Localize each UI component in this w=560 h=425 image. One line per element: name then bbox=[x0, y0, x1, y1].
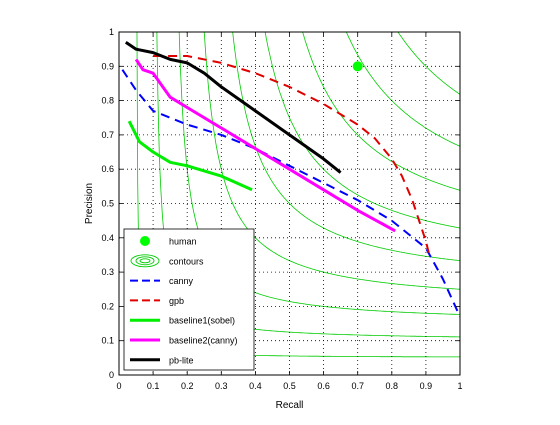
legend-gpb-label: gpb bbox=[169, 296, 184, 306]
y-tick-label: 0.4 bbox=[101, 233, 114, 243]
y-axis-label: Precision bbox=[84, 183, 95, 224]
legend-pb-lite-label: pb-lite bbox=[169, 355, 194, 365]
legend-baseline1-sobel--label: baseline1(sobel) bbox=[169, 316, 235, 326]
x-tick-label: 0.4 bbox=[249, 381, 262, 391]
x-tick-label: 1 bbox=[457, 381, 462, 391]
contour-f-0-5 bbox=[232, 32, 460, 262]
series-human-marker bbox=[352, 61, 363, 72]
legend-human-swatch bbox=[140, 236, 150, 246]
x-tick-label: 0.1 bbox=[147, 381, 160, 391]
y-tick-label: 1 bbox=[109, 27, 114, 37]
x-tick-label: 0.2 bbox=[181, 381, 194, 391]
y-tick-label: 0.7 bbox=[101, 130, 114, 140]
contour-f-0-9 bbox=[397, 32, 460, 95]
y-tick-label: 0.3 bbox=[101, 267, 114, 277]
y-tick-label: 0.9 bbox=[101, 61, 114, 71]
legend: human contours canny gpb baseline1(sobel) bas… bbox=[123, 228, 255, 371]
series-pb-lite-line bbox=[124, 41, 342, 174]
x-tick-label: 0.8 bbox=[386, 381, 399, 391]
series-canny-line bbox=[121, 69, 460, 318]
legend-canny-label: canny bbox=[169, 276, 194, 286]
x-tick-label: 0.6 bbox=[317, 381, 330, 391]
x-tick-label: 0.7 bbox=[351, 381, 364, 391]
y-tick-label: 0 bbox=[109, 370, 114, 380]
tick-layer: 0 0.1 0.2 0.3 0.4 0.5 0.6 0.7 0.8 0.9 1 0 0.1 0.2 0.3 0… bbox=[101, 27, 462, 391]
series-baseline2-canny--line bbox=[134, 58, 396, 233]
x-tick-label: 0.9 bbox=[420, 381, 433, 391]
x-axis-label: Recall bbox=[276, 400, 304, 411]
y-tick-label: 0.5 bbox=[101, 199, 114, 209]
series-layer bbox=[121, 41, 460, 318]
contour-f-0-6 bbox=[264, 32, 460, 229]
legend-contours-swatch bbox=[130, 254, 160, 268]
y-tick-label: 0.6 bbox=[101, 164, 114, 174]
y-tick-label: 0.1 bbox=[101, 336, 114, 346]
contour-f-0-7 bbox=[302, 32, 460, 191]
series-gpb-line bbox=[153, 55, 431, 256]
legend-contours-swatch bbox=[135, 256, 155, 266]
y-tick-label: 0.8 bbox=[101, 96, 114, 106]
x-tick-label: 0 bbox=[116, 381, 121, 391]
contour-f-0-8 bbox=[345, 32, 460, 147]
x-tick-label: 0.3 bbox=[215, 381, 228, 391]
y-tick-label: 0.2 bbox=[101, 301, 114, 311]
legend-human-label: human bbox=[169, 237, 197, 247]
series-baseline1-sobel--line bbox=[127, 120, 253, 192]
x-tick-label: 0.5 bbox=[283, 381, 296, 391]
legend-contours-swatch bbox=[139, 258, 151, 264]
legend-contours-label: contours bbox=[169, 256, 204, 266]
legend-baseline2-canny--label: baseline2(canny) bbox=[169, 336, 238, 346]
contour-f-0-4 bbox=[203, 32, 460, 290]
